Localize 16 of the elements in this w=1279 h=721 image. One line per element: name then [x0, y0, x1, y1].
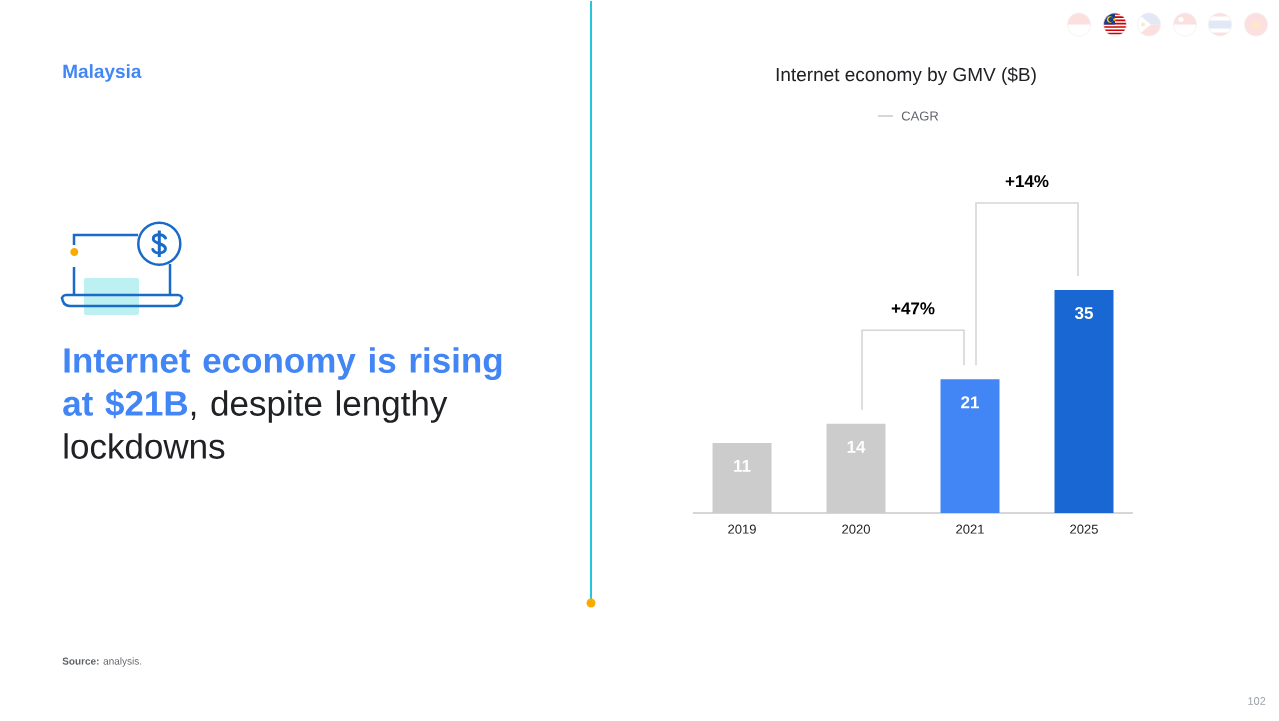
- x-tick-label: 2021: [956, 524, 984, 534]
- x-tick-label: 2019: [728, 524, 756, 534]
- text: +14%: [1005, 175, 1049, 188]
- text: 102: [1248, 697, 1266, 705]
- x-tick-label: 2025: [1070, 524, 1098, 534]
- x-tick-label: 2020: [842, 524, 870, 534]
- text: CAGR: [901, 111, 939, 121]
- text: Malaysia: [63, 64, 142, 82]
- data-label: 21: [961, 396, 979, 409]
- text: Source: analysis.: [62, 657, 142, 667]
- text: Internet economy is rising at $21B, despite lengthy lockdowns: [63, 347, 502, 459]
- data-label: 35: [1074, 306, 1093, 320]
- bar: [940, 379, 1000, 513]
- bar: [1054, 290, 1114, 513]
- chart-title: Internet economy by GMV ($B): [776, 67, 1036, 85]
- annotation: +47%: [891, 302, 935, 315]
